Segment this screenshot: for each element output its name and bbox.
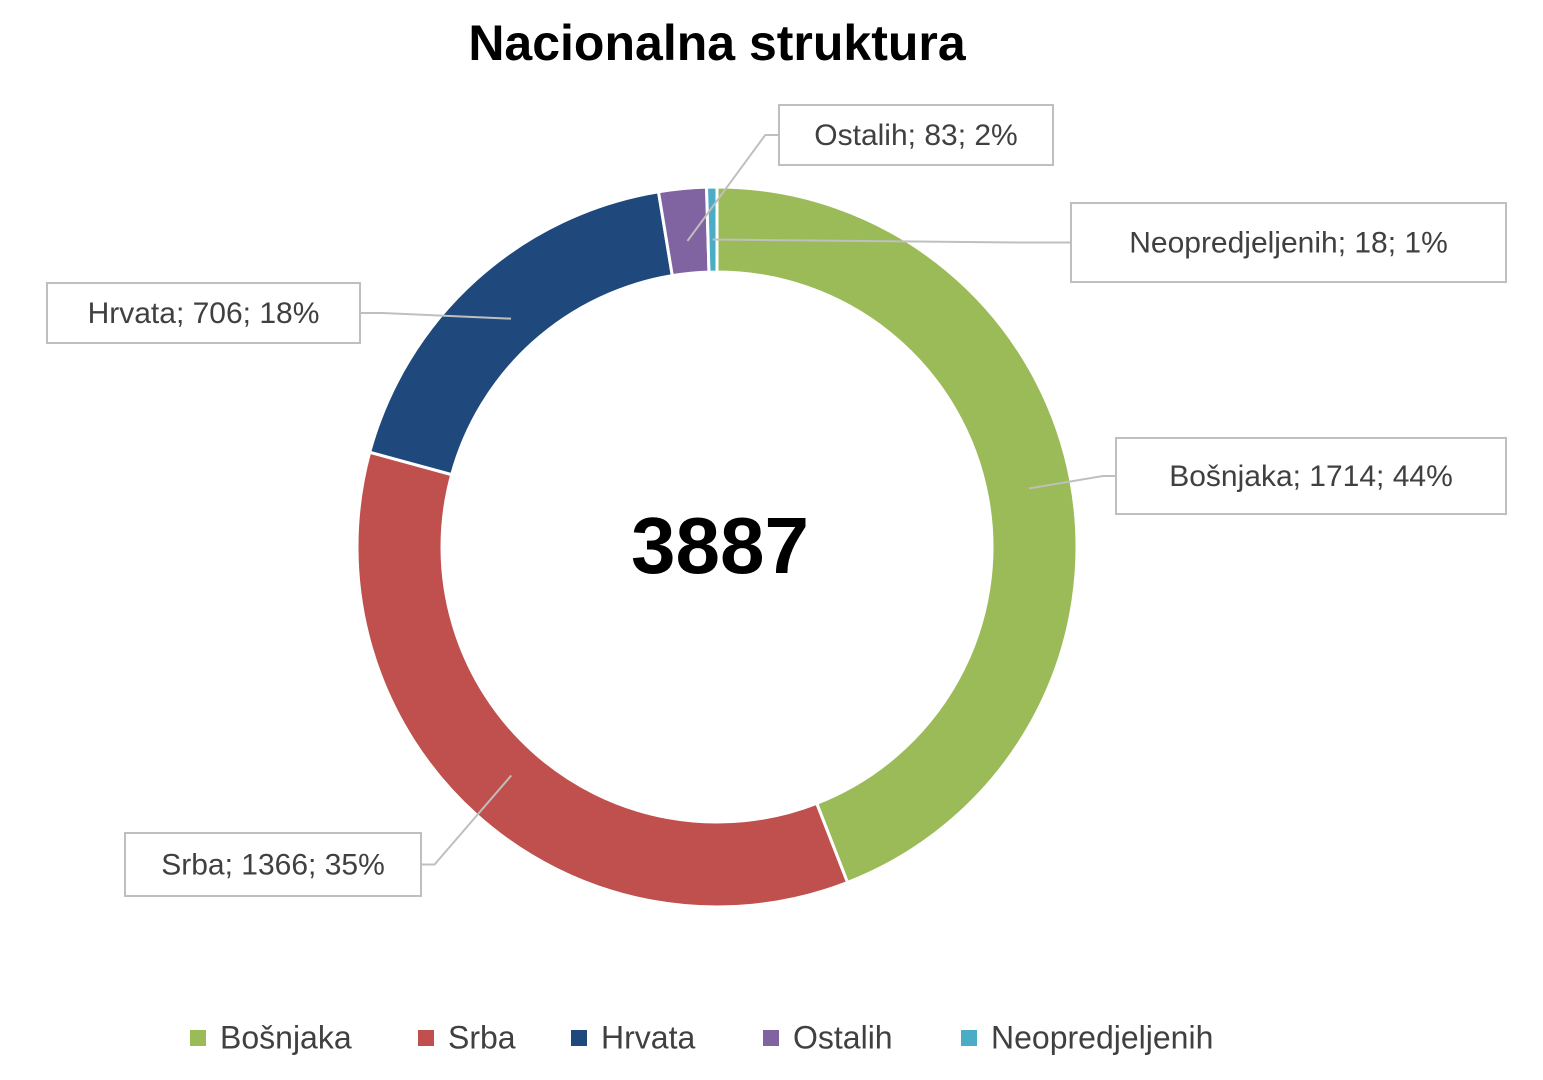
center-total: 3887 [631, 501, 809, 590]
legend-swatch [763, 1030, 779, 1046]
label-box [124, 832, 422, 897]
data-label: Srba; 1366; 35% [161, 848, 385, 881]
data-label: Hrvata; 706; 18% [88, 297, 320, 330]
data-label: Ostalih; 83; 2% [814, 119, 1017, 152]
data-label: Bošnjaka; 1714; 44% [1169, 460, 1453, 493]
legend-label: Neopredjeljenih [991, 1019, 1213, 1055]
legend-swatch [961, 1030, 977, 1046]
leader-line [712, 238, 1071, 244]
label-box [778, 104, 1054, 166]
leader-line [1028, 475, 1116, 490]
label-box [46, 282, 361, 344]
leader-line [421, 774, 512, 866]
label-box [1115, 437, 1507, 515]
data-label: Neopredjeljenih; 18; 1% [1129, 226, 1448, 259]
donut-segment [704, 185, 719, 274]
legend-swatch [418, 1030, 434, 1046]
legend-label: Bošnjaka [220, 1019, 352, 1055]
legend-swatch [190, 1030, 206, 1046]
label-box [1070, 202, 1507, 283]
donut-segment [355, 450, 850, 909]
donut-segment [715, 185, 1079, 885]
legend-swatch [571, 1030, 587, 1046]
leader-line [360, 312, 512, 320]
chart-title: Nacionalna struktura [468, 15, 967, 71]
legend-label: Hrvata [601, 1019, 695, 1055]
leader-line [686, 134, 779, 242]
legend-label: Srba [448, 1019, 516, 1055]
legend-label: Ostalih [793, 1019, 893, 1055]
